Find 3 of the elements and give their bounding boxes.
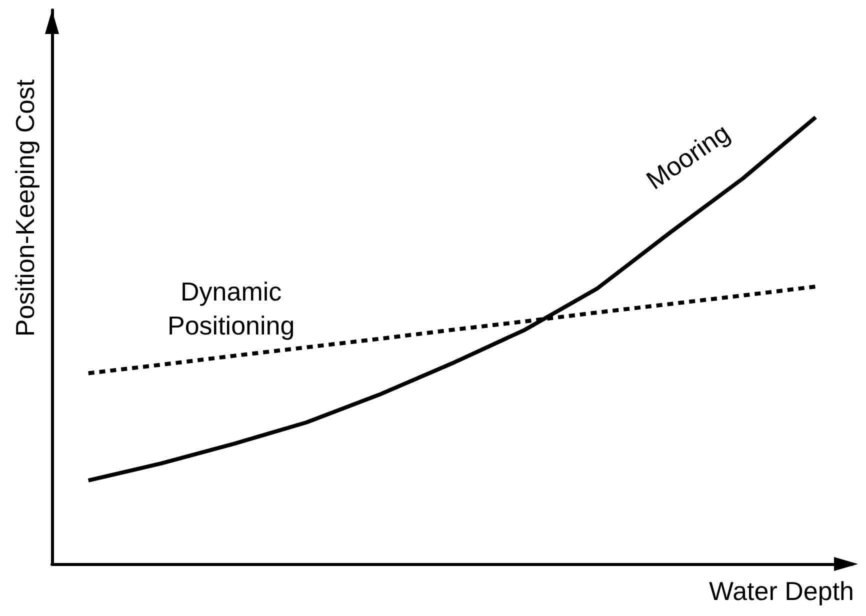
y-axis-title: Position-Keeping Cost [10, 78, 40, 337]
series-label: Dynamic Positioning [167, 276, 295, 341]
x-axis-title: Water Depth [709, 576, 854, 606]
